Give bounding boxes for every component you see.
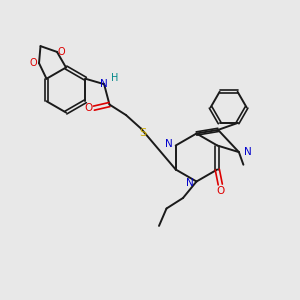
Text: O: O	[216, 185, 224, 196]
Text: O: O	[30, 58, 38, 68]
Text: N: N	[244, 147, 252, 157]
Text: O: O	[57, 47, 65, 57]
Text: N: N	[100, 79, 108, 89]
Text: N: N	[186, 178, 194, 188]
Text: N: N	[165, 139, 173, 149]
Text: H: H	[111, 73, 118, 82]
Text: O: O	[84, 103, 93, 113]
Text: S: S	[139, 128, 146, 138]
